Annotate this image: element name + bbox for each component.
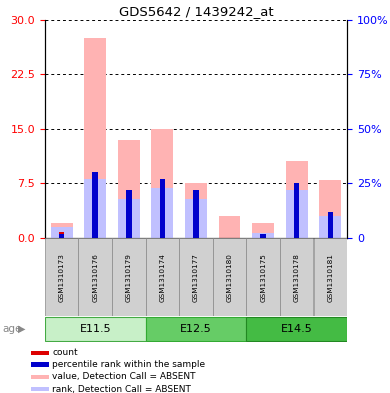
Bar	[45, 318, 145, 341]
Text: value, Detection Call = ABSENT: value, Detection Call = ABSENT	[52, 372, 196, 381]
Bar	[328, 211, 333, 238]
Text: E12.5: E12.5	[180, 324, 212, 334]
Text: GSM1310174: GSM1310174	[160, 253, 165, 301]
Bar	[31, 375, 49, 379]
Bar	[246, 318, 347, 341]
Bar	[219, 216, 241, 238]
Bar	[185, 183, 207, 238]
Bar	[118, 198, 140, 238]
Text: rank, Detection Call = ABSENT: rank, Detection Call = ABSENT	[52, 385, 191, 393]
Text: GSM1310173: GSM1310173	[58, 253, 65, 301]
Text: GSM1310177: GSM1310177	[193, 253, 199, 301]
Text: GSM1310178: GSM1310178	[294, 253, 300, 301]
Bar	[112, 238, 145, 316]
Bar	[314, 238, 347, 316]
Bar	[319, 216, 341, 238]
Bar	[151, 129, 173, 238]
Title: GDS5642 / 1439242_at: GDS5642 / 1439242_at	[119, 6, 273, 18]
Bar	[126, 190, 131, 238]
Bar	[59, 232, 64, 238]
Text: GSM1310179: GSM1310179	[126, 253, 132, 301]
Text: E14.5: E14.5	[281, 324, 313, 334]
Bar	[31, 387, 49, 391]
Bar	[294, 183, 300, 238]
Bar	[84, 38, 106, 238]
Bar	[252, 223, 274, 238]
Bar	[51, 227, 73, 238]
Bar	[145, 238, 179, 316]
Bar	[261, 235, 266, 238]
Text: GSM1310176: GSM1310176	[92, 253, 98, 301]
Bar	[84, 179, 106, 238]
Bar	[246, 238, 280, 316]
Bar	[252, 233, 274, 238]
Bar	[179, 238, 213, 316]
Bar	[160, 179, 165, 238]
Bar	[31, 351, 49, 355]
Bar	[92, 172, 98, 238]
Bar	[286, 162, 308, 238]
Bar	[45, 238, 78, 316]
Bar	[213, 238, 246, 316]
Text: ▶: ▶	[18, 324, 25, 334]
Bar	[145, 318, 246, 341]
Text: GSM1310180: GSM1310180	[227, 253, 232, 301]
Text: age: age	[2, 324, 21, 334]
Text: percentile rank within the sample: percentile rank within the sample	[52, 360, 205, 369]
Text: E11.5: E11.5	[80, 324, 111, 334]
Bar	[151, 187, 173, 238]
Bar	[31, 362, 49, 367]
Bar	[261, 234, 266, 238]
Bar	[185, 198, 207, 238]
Bar	[59, 235, 64, 238]
Bar	[286, 190, 308, 238]
Bar	[280, 238, 314, 316]
Text: GSM1310175: GSM1310175	[260, 253, 266, 301]
Bar	[78, 238, 112, 316]
Text: count: count	[52, 348, 78, 357]
Text: GSM1310181: GSM1310181	[327, 253, 333, 301]
Bar	[118, 140, 140, 238]
Bar	[51, 223, 73, 238]
Bar	[319, 180, 341, 238]
Bar	[193, 190, 199, 238]
